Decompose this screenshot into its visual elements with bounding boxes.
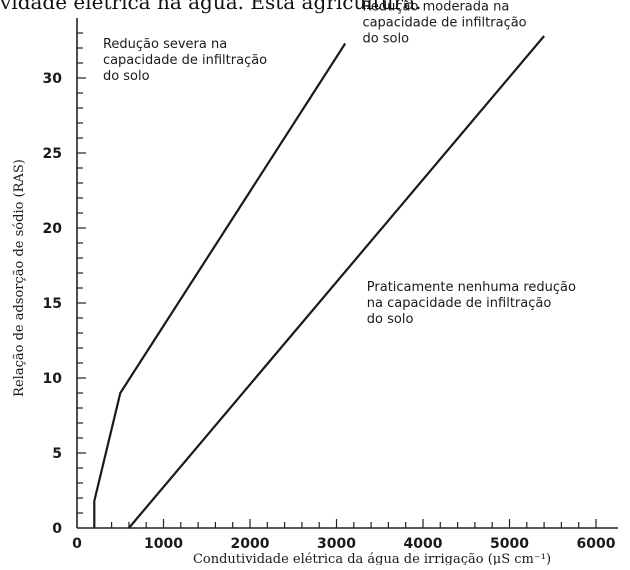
annotation-line: do solo <box>103 69 150 84</box>
series-group <box>93 35 545 529</box>
x-tick-label: 0 <box>72 536 82 552</box>
y-axis-title: Relação de adsorção de sódio (RAS) <box>12 159 27 397</box>
boundary-line-1 <box>93 42 347 528</box>
annotation-1: Redução severa na capacidade de infiltraç… <box>103 37 267 84</box>
x-tick-label: 2000 <box>231 536 270 552</box>
y-tick-label: 10 <box>43 371 63 387</box>
annotation-2: Redução moderada na capacidade de infiltr… <box>362 0 526 47</box>
annotations: Redução severa na capacidade de infiltraç… <box>103 0 576 327</box>
axis-titles: Condutividade elétrica da água de irriga… <box>12 159 551 567</box>
y-tick-label: 15 <box>43 296 62 312</box>
annotation-3: Praticamente nenhuma redução na capacidad… <box>367 280 576 327</box>
y-tick-label: 0 <box>52 521 62 537</box>
axes <box>76 18 618 529</box>
annotation-line: do solo <box>362 32 409 47</box>
annotation-line: capacidade de infiltração <box>103 53 267 68</box>
x-axis-title: Condutividade elétrica da água de irriga… <box>193 552 551 565</box>
boundary-line-2 <box>128 35 545 529</box>
page-header-fragment: vidade elétrica na água. Esta agricultur… <box>0 0 422 14</box>
annotation-line: Praticamente nenhuma redução <box>367 280 576 295</box>
annotation-line: na capacidade de infiltração <box>367 296 552 311</box>
x-tick-label: 1000 <box>144 536 183 552</box>
x-tick-label: 4000 <box>404 536 443 552</box>
annotation-line: Redução severa na <box>103 37 227 52</box>
x-tick-label: 5000 <box>490 536 529 552</box>
annotation-line: do solo <box>367 312 414 327</box>
annotation-line: capacidade de infiltração <box>362 16 526 31</box>
ticks: 0 1000 2000 3000 4000 5000 6000 0 5 10 15 20 25 30 <box>43 32 616 552</box>
y-tick-label: 5 <box>52 446 62 462</box>
y-tick-label: 25 <box>43 146 62 162</box>
x-tick-label: 3000 <box>317 536 356 552</box>
annotation-line: Redução moderada na <box>362 0 509 15</box>
y-tick-label: 30 <box>43 71 63 87</box>
y-tick-label: 20 <box>43 221 63 237</box>
x-tick-label: 6000 <box>577 536 616 552</box>
